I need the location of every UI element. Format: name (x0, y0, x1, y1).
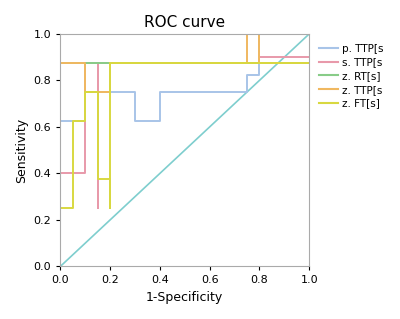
s. TTP[s (83, 61, 88, 65)
z. RT[s] (58, 61, 63, 65)
Line: s. TTP[s: s. TTP[s (60, 57, 309, 237)
p. TTP[s (83, 90, 88, 94)
z. FT[s] (108, 61, 112, 65)
s. TTP[s (257, 55, 262, 59)
s. TTP[s (58, 235, 63, 239)
z. FT[s] (83, 90, 88, 94)
z. RT[s] (83, 61, 88, 65)
p. TTP[s (257, 32, 262, 36)
Legend: p. TTP[s, s. TTP[s, z. RT[s], z. TTP[s, z. FT[s]: p. TTP[s, s. TTP[s, z. RT[s], z. TTP[s, … (319, 44, 384, 108)
s. TTP[s (95, 61, 100, 65)
p. TTP[s (132, 90, 137, 94)
s. TTP[s (95, 61, 100, 65)
z. FT[s] (307, 61, 312, 65)
z. TTP[s (58, 61, 63, 65)
z. TTP[s (244, 61, 249, 65)
z. RT[s] (307, 61, 312, 65)
p. TTP[s (158, 119, 162, 123)
z. FT[s] (58, 206, 63, 210)
Title: ROC curve: ROC curve (144, 15, 225, 30)
z. TTP[s (83, 61, 88, 65)
z. FT[s] (108, 206, 112, 210)
Line: z. TTP[s: z. TTP[s (60, 34, 309, 208)
z. TTP[s (257, 61, 262, 65)
z. FT[s] (83, 119, 88, 123)
s. TTP[s (83, 172, 88, 175)
p. TTP[s (83, 119, 88, 123)
s. TTP[s (95, 206, 100, 210)
Line: p. TTP[s: p. TTP[s (60, 34, 309, 150)
z. TTP[s (244, 32, 249, 36)
z. FT[s] (58, 235, 63, 239)
z. FT[s] (70, 119, 75, 123)
p. TTP[s (58, 119, 63, 123)
s. TTP[s (307, 55, 312, 59)
p. TTP[s (257, 73, 262, 77)
p. TTP[s (244, 90, 249, 94)
Line: z. FT[s]: z. FT[s] (60, 63, 309, 237)
z. RT[s] (83, 61, 88, 65)
z. TTP[s (257, 32, 262, 36)
z. FT[s] (95, 90, 100, 94)
z. TTP[s (83, 90, 88, 94)
s. TTP[s (257, 61, 262, 65)
p. TTP[s (132, 119, 137, 123)
z. FT[s] (95, 177, 100, 181)
Y-axis label: Sensitivity: Sensitivity (15, 118, 28, 183)
s. TTP[s (58, 172, 63, 175)
p. TTP[s (307, 32, 312, 36)
z. TTP[s (108, 61, 112, 65)
z. FT[s] (108, 177, 112, 181)
p. TTP[s (244, 73, 249, 77)
z. TTP[s (58, 206, 63, 210)
z. FT[s] (70, 206, 75, 210)
z. TTP[s (108, 90, 112, 94)
X-axis label: 1-Specificity: 1-Specificity (146, 291, 223, 304)
p. TTP[s (58, 148, 63, 152)
z. TTP[s (307, 61, 312, 65)
p. TTP[s (158, 90, 162, 94)
